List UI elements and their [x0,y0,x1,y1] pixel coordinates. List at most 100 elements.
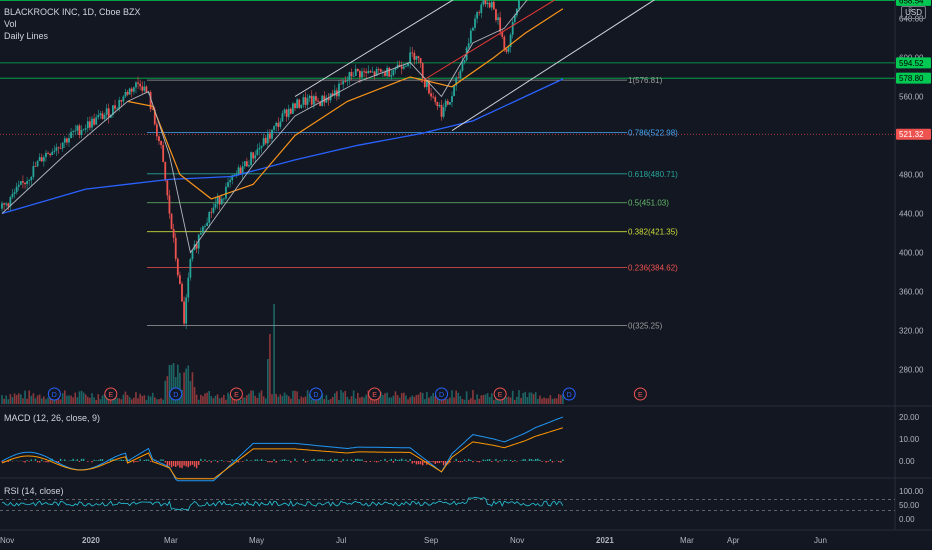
macd-hist-bar [419,461,422,465]
volume-bar [89,397,91,404]
volume-bar [210,396,213,404]
candle-body [346,79,349,82]
volume-bar [361,396,363,404]
candle-body [245,161,248,167]
volume-bar [181,389,183,404]
candle-body [116,108,119,110]
candle-body [3,203,5,205]
candle-body [442,107,445,117]
macd-hist-bar [541,461,543,462]
volume-bar [139,393,141,404]
volume-bar [541,398,543,404]
candle-body [486,2,489,5]
macd-hist-bar [76,459,79,461]
daily-lines-label[interactable]: Daily Lines [4,31,49,41]
volume-bar [505,397,508,404]
volume-bar [520,397,522,404]
settings-icon[interactable]: 8 [908,7,912,14]
macd-hist-bar [457,461,459,462]
candle-body [204,225,206,227]
macd-hist-bar [503,459,506,461]
candle-body [436,101,439,107]
symbol-title[interactable]: BLACKROCK INC, 1D, Cboe BZX [4,7,141,17]
macd-hist-bar [227,461,229,462]
volume-bar [187,365,190,404]
macd-hist-bar [401,458,403,461]
volume-bar [298,399,301,404]
macd-hist-bar [166,461,169,468]
chart-legend: BLACKROCK INC, 1D, Cboe BZX Vol Daily Li… [4,6,141,42]
candle-body [361,71,363,78]
macd-hist-bar [363,461,365,462]
macd-hist-bar [547,461,549,462]
volume-bar [103,394,106,404]
volume-bar [300,396,303,404]
volume-bar [313,398,315,404]
candle-body [176,258,179,276]
candle-body [455,77,458,86]
macd-label[interactable]: MACD (12, 26, close, 9) [4,413,101,423]
sma-fast-line [1,0,528,254]
volume-bar [76,397,79,404]
macd-hist-bar [472,461,474,463]
macd-hist-bar [346,459,349,461]
time-tick-label: Jun [814,536,827,545]
candle-body [396,64,399,69]
candle-body [120,99,123,102]
volume-bar [557,394,560,404]
volume-bar [400,393,403,404]
macd-hist-bar [388,460,390,461]
candle-body [34,166,37,167]
rsi-tick-label: 100.00 [899,487,924,496]
candle-body [202,226,204,233]
rsi-label[interactable]: RSI (14, close) [4,486,64,496]
candle-body [124,91,127,97]
candle-body [55,147,58,151]
volume-bar [130,399,133,404]
volume-bar [275,393,277,404]
macd-hist-bar [465,461,468,462]
volume-bar [202,396,204,404]
volume-bar [166,376,169,404]
volume-bar [340,390,342,404]
candle-body [141,86,144,91]
volume-bar [348,399,351,404]
volume-bar [308,393,311,404]
candle-body [151,108,154,110]
volume-bar [287,396,290,404]
candle-body [402,66,405,69]
event-marker [368,387,382,401]
volume-bar [82,392,85,404]
volume-bar [36,395,39,404]
candle-body [57,147,60,149]
candle-body [296,99,299,109]
candle-body [499,17,502,32]
candle-body [174,237,177,259]
macd-hist-bar [288,460,290,461]
volume-bar [346,396,349,404]
macd-hist-bar [275,461,277,463]
fib-level-label: 0.382(421.35) [628,228,678,237]
currency-badge[interactable]: USD [901,6,926,19]
candle-body [82,129,85,131]
candle-body [467,43,470,48]
candle-body [11,193,14,198]
channel-trend-line [451,0,656,132]
macd-hist-bar [133,461,135,463]
macd-hist-bar [189,461,192,466]
volume-bar [388,397,391,404]
volume-bar [168,365,171,404]
volume-label[interactable]: Vol [4,19,17,29]
volume-bar [32,393,35,404]
volume-bar [45,399,47,404]
candle-body [285,109,288,117]
price-tag-box [896,57,931,69]
event-marker-label: E [234,392,239,399]
macd-hist-bar [80,458,83,461]
candle-body [269,133,271,139]
macd-hist-bar [549,459,552,461]
candle-body [72,131,75,132]
candle-body [379,69,382,72]
candle-body [145,86,148,93]
